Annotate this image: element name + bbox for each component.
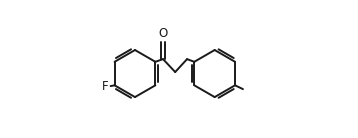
Text: F: F: [102, 80, 109, 93]
Text: O: O: [159, 27, 168, 40]
